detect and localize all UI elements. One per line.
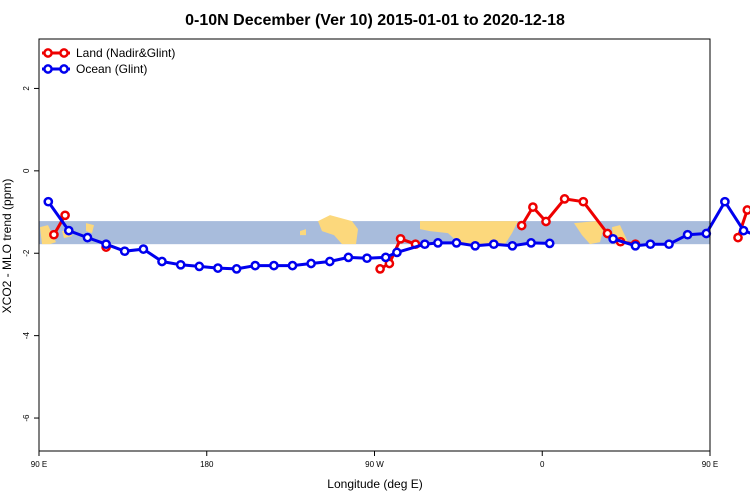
series-1-point-20	[419, 239, 430, 250]
series-1-point-22	[451, 238, 462, 248]
legend-marker-0	[43, 48, 53, 58]
series-0-point-12	[602, 228, 613, 239]
x-tick-label-0: 90 E	[31, 460, 47, 469]
y-axis-label: XCO2 - MLO trend (ppm)	[0, 179, 14, 314]
series-0-point-8	[528, 202, 538, 212]
series-1-point-8	[194, 261, 205, 272]
series-1-point-19	[392, 247, 402, 258]
legend-marker-end-1	[59, 64, 69, 74]
chart-title: 0-10N December (Ver 10) 2015-01-01 to 20…	[185, 12, 565, 29]
map-band	[39, 215, 710, 245]
series-1-point-23	[470, 240, 481, 251]
map-land-sumatra	[40, 225, 56, 245]
series-1-point-29	[630, 240, 641, 251]
series-1-point-7	[175, 259, 186, 270]
series-1-point-27	[544, 238, 555, 249]
series-1-point-3	[101, 239, 111, 250]
series-0-line-4	[736, 208, 750, 239]
y-tick-label-4: -6	[22, 414, 31, 422]
x-tick-label-2: 90 W	[365, 460, 384, 469]
series-0-point-15	[733, 232, 743, 243]
series-1-point-2	[82, 232, 93, 243]
series-0-point-11	[578, 196, 589, 207]
series-0-point-9	[541, 216, 551, 227]
series-layer	[43, 194, 750, 274]
series-1-point-21	[433, 238, 443, 248]
series-1-point-28	[608, 233, 618, 244]
map-land-borneo	[574, 221, 604, 245]
series-1-point-15	[324, 256, 335, 267]
x-tick-label-3: 0	[540, 460, 545, 469]
series-1-line-0	[47, 200, 550, 271]
series-1-point-18	[380, 252, 391, 263]
x-axis-label: Longitude (deg E)	[327, 477, 422, 491]
series-1-line-1	[612, 200, 750, 248]
series-1-point-16	[343, 252, 354, 263]
series-0-point-10	[559, 194, 570, 204]
series-1-point-24	[488, 239, 499, 250]
series-0-point-0	[49, 229, 59, 240]
series-1-point-34	[720, 196, 730, 207]
series-1-point-26	[526, 238, 536, 248]
y-tick-label-3: -4	[22, 332, 31, 340]
plot-frame	[38, 38, 711, 452]
legend-marker-1	[43, 64, 53, 74]
y-tick-label-1: 0	[22, 168, 31, 173]
map-land-islands-east	[86, 223, 94, 234]
series-1-point-5	[138, 244, 149, 254]
series-1-point-33	[701, 228, 712, 239]
series-1-point-17	[362, 253, 372, 264]
legend-label-0: Land (Nadir&Glint)	[76, 46, 175, 60]
map-land-central-america	[318, 215, 358, 245]
x-tick-label-4: 90 E	[702, 460, 718, 469]
series-1-point-13	[287, 260, 298, 271]
series-0-point-5	[395, 233, 406, 244]
series-1-point-14	[306, 258, 316, 269]
series-1-point-9	[213, 263, 223, 273]
series-1-point-31	[664, 239, 674, 250]
series-1-point-4	[119, 246, 130, 257]
series-1-point-6	[157, 256, 167, 267]
legend-marker-end-0	[59, 48, 69, 58]
series-1-point-25	[507, 240, 518, 251]
series-0-point-1	[60, 210, 70, 221]
series-1-point-11	[250, 260, 261, 271]
axis-ticks: 90 E 180 90 W 0 90 E 2 0 -2 -4 -6	[22, 86, 718, 469]
map-land-africa	[420, 221, 518, 245]
map-ocean-band	[39, 221, 710, 245]
series-1-point-35	[738, 225, 749, 236]
x-tick-label-1: 180	[200, 460, 214, 469]
legend: Land (Nadir&Glint) Ocean (Glint)	[42, 46, 175, 76]
series-1-point-0	[43, 196, 54, 207]
series-1-point-12	[269, 260, 279, 271]
series-1-point-1	[63, 225, 74, 236]
series-0-point-16	[742, 205, 750, 215]
series-0-point-3	[375, 264, 385, 274]
map-land-galapagos	[300, 229, 306, 236]
y-tick-label-0: 2	[22, 86, 31, 91]
series-0-point-7	[516, 220, 527, 231]
legend-label-1: Ocean (Glint)	[76, 62, 147, 76]
series-1-point-10	[231, 264, 242, 274]
series-1-point-30	[645, 239, 656, 250]
y-tick-label-2: -2	[22, 249, 31, 257]
series-1-point-32	[682, 229, 693, 240]
